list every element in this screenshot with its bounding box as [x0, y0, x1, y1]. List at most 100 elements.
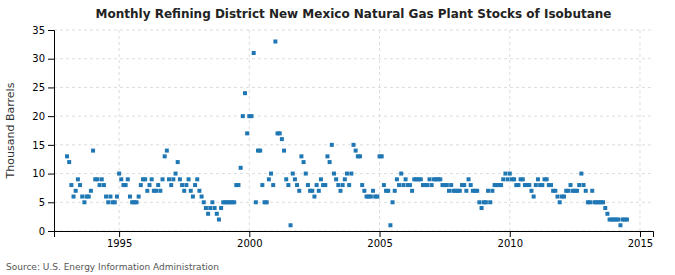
point	[115, 195, 119, 199]
point	[148, 183, 152, 187]
point	[603, 206, 607, 210]
tick-mark	[48, 202, 54, 203]
tick-label: 1995	[107, 238, 132, 249]
point	[65, 154, 69, 158]
point	[150, 177, 154, 181]
tick-label: 30	[32, 53, 45, 64]
point	[158, 189, 162, 193]
point	[469, 183, 473, 187]
point	[302, 160, 306, 164]
point	[312, 195, 316, 199]
point	[182, 189, 186, 193]
point	[499, 183, 503, 187]
point	[371, 189, 375, 193]
tick-mark	[48, 116, 54, 117]
tick-mark	[48, 231, 54, 232]
tick-mark	[380, 231, 381, 237]
point	[427, 177, 431, 181]
grid-line-y	[54, 173, 653, 174]
point	[102, 183, 106, 187]
point	[616, 218, 620, 222]
point	[445, 183, 449, 187]
point	[566, 189, 570, 193]
point	[338, 189, 342, 193]
point	[143, 177, 147, 181]
point	[191, 195, 195, 199]
point	[358, 154, 362, 158]
grid-line-x	[249, 30, 250, 231]
tick-mark	[48, 87, 54, 88]
point	[477, 200, 481, 204]
y-axis-title: Thousand Barrels	[4, 82, 17, 179]
point	[67, 160, 71, 164]
point	[516, 183, 520, 187]
point	[241, 114, 245, 118]
point	[206, 212, 210, 216]
point	[74, 189, 78, 193]
point	[204, 206, 208, 210]
point	[100, 177, 104, 181]
point	[315, 183, 319, 187]
point	[267, 177, 271, 181]
point	[562, 195, 566, 199]
point	[239, 166, 243, 170]
point	[286, 183, 290, 187]
point	[137, 195, 141, 199]
point	[475, 189, 479, 193]
point	[399, 172, 403, 176]
point	[397, 183, 401, 187]
point	[193, 183, 197, 187]
point	[95, 177, 99, 181]
tick-label: 10	[32, 168, 45, 179]
point	[252, 51, 256, 55]
point	[590, 189, 594, 193]
point	[404, 177, 408, 181]
point	[280, 137, 284, 141]
point	[323, 183, 327, 187]
tick-mark	[510, 231, 511, 237]
point	[310, 189, 314, 193]
grid-line-y	[54, 58, 653, 59]
tick: 30	[32, 53, 54, 64]
point	[488, 200, 492, 204]
point	[386, 189, 390, 193]
point	[341, 183, 345, 187]
point	[139, 183, 143, 187]
grid	[54, 30, 653, 231]
tick-mark	[48, 145, 54, 146]
grid-line-y	[54, 202, 653, 203]
point	[108, 195, 112, 199]
point	[549, 183, 553, 187]
point	[536, 177, 540, 181]
point	[501, 177, 505, 181]
axis-line	[55, 232, 654, 238]
point	[282, 149, 286, 153]
point	[484, 200, 488, 204]
point	[128, 195, 132, 199]
tick: 10	[32, 168, 54, 179]
point	[579, 172, 583, 176]
grid-line-y	[54, 87, 653, 88]
point	[134, 200, 138, 204]
y-axis: 05101520253035	[32, 25, 54, 237]
point	[243, 91, 247, 95]
point	[124, 183, 128, 187]
point	[232, 200, 236, 204]
grid-line-x	[119, 30, 120, 231]
point	[349, 172, 353, 176]
point	[184, 183, 188, 187]
tick-label: 20	[32, 111, 45, 122]
point	[284, 177, 288, 181]
point	[534, 183, 538, 187]
tick: 5	[39, 197, 54, 208]
point	[154, 189, 158, 193]
point	[119, 177, 123, 181]
axis-line	[48, 31, 55, 232]
point	[328, 160, 332, 164]
point	[304, 172, 308, 176]
grid-line-y	[54, 30, 653, 31]
point	[605, 212, 609, 216]
point	[419, 177, 423, 181]
point	[213, 206, 217, 210]
annotation: Source: U.S. Energy Information Administ…	[6, 262, 219, 272]
